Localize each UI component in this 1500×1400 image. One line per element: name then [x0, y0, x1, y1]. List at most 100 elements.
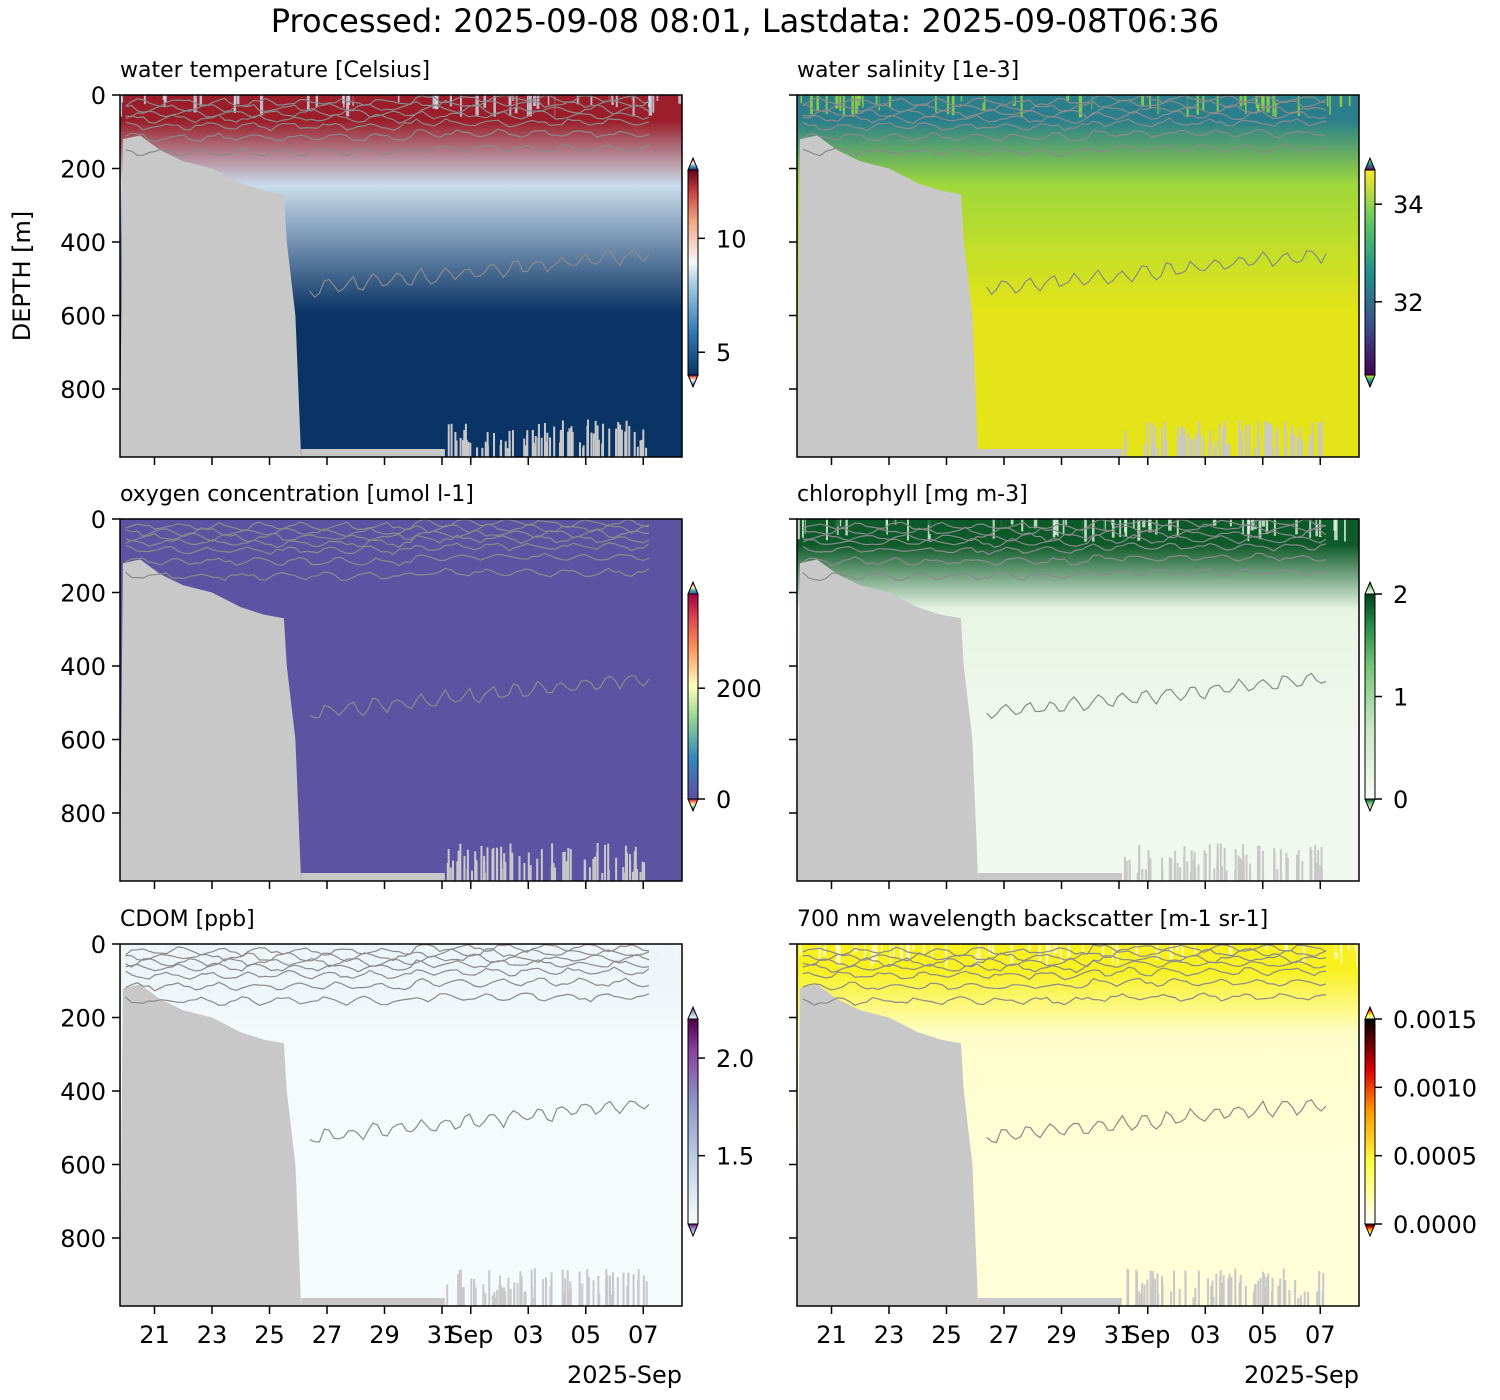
- panel-5: 700 nm wavelength backscatter [m-1 sr-1]…: [789, 907, 1477, 1389]
- surface-streak: [874, 95, 878, 116]
- surface-streak: [586, 944, 590, 967]
- surface-streak: [1295, 519, 1298, 535]
- surface-streak: [481, 944, 483, 957]
- x-tick-label: 31: [1104, 1321, 1135, 1349]
- surface-streak: [124, 944, 126, 957]
- contour-line-deep: [309, 249, 650, 299]
- surface-streak: [929, 944, 932, 965]
- y-tick-label: 600: [60, 303, 106, 331]
- no-data-spike: [493, 432, 496, 457]
- surface-streak: [1333, 944, 1336, 956]
- surface-streak: [552, 519, 556, 540]
- y-tick-label: 600: [60, 727, 106, 755]
- surface-streak: [1201, 519, 1204, 530]
- no-data-spike: [642, 1275, 645, 1306]
- no-data-spike: [1284, 1279, 1287, 1306]
- surface-streak: [306, 95, 310, 110]
- no-data-spike: [636, 869, 639, 881]
- no-data-spike: [486, 847, 489, 881]
- no-data-spike: [1123, 443, 1126, 457]
- no-data-spike: [1264, 421, 1267, 457]
- surface-streak: [500, 944, 504, 964]
- no-data-spike: [549, 437, 552, 457]
- no-data-spike: [503, 853, 506, 881]
- surface-streak: [1334, 944, 1338, 953]
- no-data-spike: [1207, 1278, 1210, 1306]
- surface-streak: [1267, 519, 1271, 538]
- surface-streak: [927, 519, 930, 525]
- contour-line: [802, 99, 1327, 114]
- plot-frame: [796, 943, 1360, 1307]
- no-data-spike: [1150, 422, 1153, 457]
- surface-streak: [981, 95, 985, 104]
- no-data-spike: [1193, 851, 1196, 881]
- surface-streak: [505, 944, 509, 962]
- no-data-spike: [526, 430, 529, 457]
- surface-streak: [631, 944, 635, 962]
- surface-streak: [267, 944, 272, 964]
- surface-streak: [184, 519, 187, 527]
- surface-streak: [1047, 95, 1051, 103]
- surface-streak: [1042, 944, 1046, 950]
- surface-streak: [1272, 95, 1275, 117]
- no-data-spike: [628, 854, 631, 881]
- no-data-spike: [553, 426, 556, 457]
- surface-streak: [830, 519, 833, 531]
- surface-streak: [541, 944, 545, 952]
- no-data-spike: [1303, 1291, 1306, 1306]
- no-data-spike: [567, 431, 570, 457]
- surface-streak: [199, 95, 203, 106]
- surface-streak: [456, 944, 460, 955]
- surface-streak: [490, 519, 495, 541]
- no-data-spike: [617, 422, 620, 457]
- surface-streak: [215, 519, 219, 537]
- no-data-spike: [1168, 857, 1171, 881]
- surface-streak: [1135, 944, 1138, 957]
- surface-streak: [348, 519, 353, 536]
- no-data-spike: [1152, 1280, 1155, 1306]
- surface-streak: [1052, 519, 1056, 538]
- no-data-spike: [578, 1281, 581, 1306]
- no-data-spike: [533, 1297, 536, 1306]
- no-data-spike: [1249, 863, 1252, 881]
- no-data-spike: [636, 446, 639, 457]
- surface-streak: [543, 519, 546, 526]
- no-data-spike: [1308, 443, 1311, 457]
- no-data-spike: [592, 858, 595, 881]
- surface-streak: [527, 944, 530, 951]
- no-data-spike: [504, 1291, 507, 1306]
- surface-streak: [1347, 944, 1350, 950]
- surface-streak: [1107, 944, 1111, 961]
- surface-streak: [413, 944, 416, 964]
- surface-streak: [212, 519, 215, 532]
- no-data-spike: [1234, 1295, 1237, 1306]
- surface-streak: [1334, 519, 1338, 541]
- surface-streak: [337, 519, 341, 525]
- surface-streak: [143, 95, 146, 105]
- surface-streak: [1278, 95, 1283, 106]
- no-data-spike: [1245, 424, 1248, 457]
- no-data-spike: [639, 440, 642, 457]
- no-data-spike: [632, 1274, 635, 1306]
- no-data-spike: [471, 870, 474, 881]
- panel-title: oxygen concentration [umol l-1]: [120, 482, 474, 507]
- no-data-spike: [454, 431, 457, 457]
- y-tick-label: 0: [91, 931, 106, 959]
- no-data-spike: [1267, 1273, 1270, 1306]
- no-data-spike: [463, 855, 466, 881]
- surface-streak: [1001, 519, 1005, 535]
- no-data-spike: [540, 849, 543, 881]
- no-data-spike: [1299, 1295, 1302, 1306]
- no-data-spike: [590, 432, 593, 457]
- surface-streak: [1309, 519, 1312, 538]
- surface-streak: [405, 95, 408, 103]
- surface-streak: [1119, 519, 1122, 538]
- surface-streak: [1269, 95, 1273, 113]
- surface-streak: [405, 519, 409, 535]
- surface-streak: [577, 519, 581, 534]
- surface-streak: [1189, 944, 1192, 958]
- surface-streak: [1331, 944, 1335, 961]
- no-data-spike: [1178, 1288, 1181, 1306]
- surface-streak: [549, 95, 552, 108]
- contour-line-deep: [986, 1099, 1327, 1144]
